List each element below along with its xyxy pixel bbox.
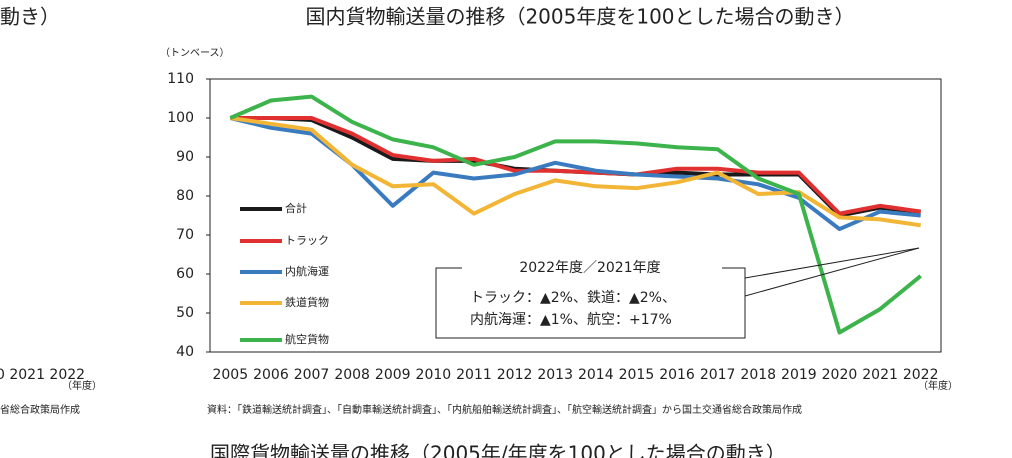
y-tick-label: 90: [176, 149, 194, 165]
x-tick-label: 2016: [659, 367, 695, 383]
connector: [744, 247, 920, 279]
annotation-line: トラック：▲2%、鉄道：▲2%、: [470, 290, 676, 306]
legend-label: 鉄道貨物: [285, 295, 329, 309]
y-tick-label: 60: [176, 266, 194, 282]
x-tick-label: 2013: [537, 367, 573, 383]
fragment-source: 省総合政策局作成: [0, 403, 80, 416]
y-tick-label: 70: [176, 227, 194, 243]
x-tick-label: 2015: [619, 367, 655, 383]
fragment-bottom-title: 国際貨物輸送量の推移（2005年/年度を100とした場合の動き）: [210, 442, 786, 458]
x-tick-label: 2006: [253, 367, 289, 383]
annotation-gap: [462, 262, 722, 274]
y-tick-label: 80: [176, 188, 194, 204]
series-line: [230, 116, 921, 228]
source: 資料：「鉄道輸送統計調査」、「自動車輸送統計調査」、「内航船舶輸送統計調査」、「…: [207, 403, 802, 416]
legend-label: 合計: [285, 201, 307, 215]
x-tick-label: 2012: [497, 367, 533, 383]
x-tick-label: 2011: [456, 367, 492, 383]
connector: [744, 247, 920, 297]
annotation-title: 2022年度／2021年度: [519, 260, 660, 276]
y-tick-label: 50: [176, 305, 194, 321]
series-line: [229, 94, 922, 335]
x-tick-label: 2017: [700, 367, 736, 383]
x-tick-label: 2009: [375, 367, 411, 383]
x-tick-label: 2005: [212, 367, 248, 383]
x-tick-label: 2022: [903, 367, 939, 383]
x-tick-label: 2019: [781, 367, 817, 383]
y-tick-label: 100: [167, 110, 194, 126]
x-tick-label: 2018: [740, 367, 776, 383]
legend-label: 内航海運: [285, 264, 329, 278]
x-tick-label: 2021: [862, 367, 898, 383]
y-label: （トンベース）: [160, 47, 230, 59]
legend-label: トラック: [285, 234, 329, 247]
x-tick-label: 2014: [578, 367, 614, 383]
y-tick-label: 110: [167, 71, 194, 87]
series-line: [230, 116, 921, 216]
fragment-xunit: （年度）: [62, 379, 102, 392]
annotation-line: 内航海運：▲1%、航空：+17%: [470, 312, 672, 328]
fragment-xlabels: 0 2021 2022: [0, 367, 85, 383]
x-tick-label: 2007: [294, 367, 330, 383]
x-label: （年度）: [918, 379, 958, 392]
chart-title: 国内貨物輸送量の推移（2005年度を100とした場合の動き）: [305, 5, 854, 29]
x-tick-label: 2010: [416, 367, 452, 383]
plot-frame: [209, 78, 942, 353]
y-tick-label: 40: [176, 344, 194, 360]
legend-label: 航空貨物: [285, 332, 329, 346]
fragment-title: 動き）: [0, 5, 60, 29]
x-tick-label: 2020: [822, 367, 858, 383]
x-tick-label: 2008: [334, 367, 370, 383]
